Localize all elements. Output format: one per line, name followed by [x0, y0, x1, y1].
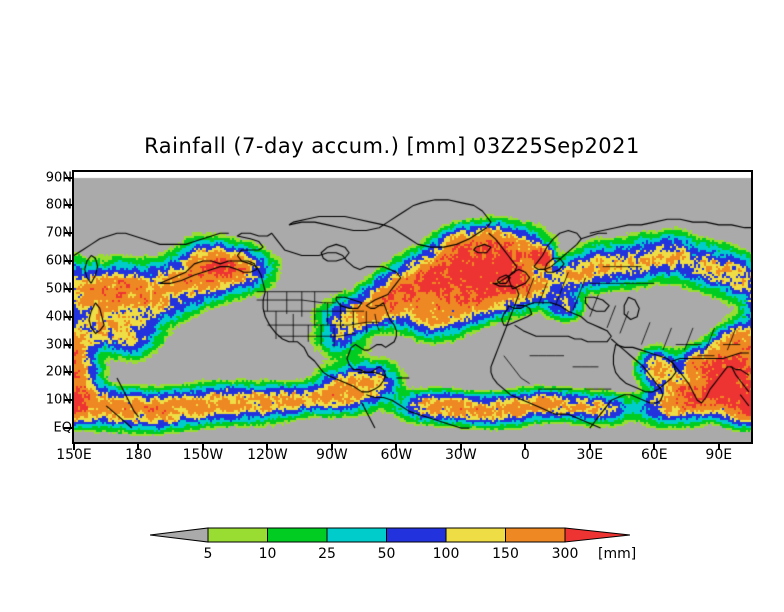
colorbar-swatch: [207, 527, 268, 543]
colorbar-swatches: [150, 527, 630, 543]
colorbar-swatch: [326, 527, 387, 543]
y-tick-label-10n: 10N: [45, 392, 72, 408]
x-tick-label-90e: 90E: [705, 447, 733, 463]
colorbar-swatch: [505, 527, 566, 543]
x-tick-mark: [717, 444, 720, 450]
colorbar-extend-high: [564, 527, 630, 543]
x-tick-label-60e: 60E: [640, 447, 668, 463]
colorbar-tick-50: 50: [377, 546, 396, 562]
x-tick-mark: [201, 444, 204, 450]
colorbar-tick-10: 10: [258, 546, 277, 562]
x-tick-mark: [330, 444, 333, 450]
x-tick-label-180: 180: [125, 447, 152, 463]
y-tick-mark: [64, 371, 72, 374]
colorbar-tick-150: 150: [492, 546, 519, 562]
x-tick-mark: [266, 444, 269, 450]
x-tick-label-30e: 30E: [576, 447, 604, 463]
colorbar-tick-300: 300: [551, 546, 579, 562]
x-tick-label-60w: 60W: [380, 447, 413, 463]
y-tick-mark: [64, 232, 72, 235]
x-tick-mark: [73, 444, 75, 450]
y-tick-mark: [64, 399, 72, 402]
y-axis: 90N 80N 70N 60N 50N 40N 30N 20N 10N EQ: [0, 0, 72, 612]
y-tick-label-20n: 20N: [45, 364, 72, 380]
x-tick-mark: [137, 444, 140, 450]
x-tick-mark: [395, 444, 398, 450]
y-tick-label-eq: EQ: [53, 420, 72, 436]
x-tick-label-150w: 150W: [182, 447, 224, 463]
map-plot-area: [72, 170, 753, 444]
x-tick-mark: [588, 444, 591, 450]
y-tick-label-40n: 40N: [45, 309, 72, 325]
colorbar-swatch: [386, 527, 447, 543]
y-tick-label-50n: 50N: [45, 281, 72, 297]
y-tick-mark: [64, 287, 72, 290]
y-tick-mark: [64, 427, 72, 430]
colorbar-swatch: [267, 527, 328, 543]
y-tick-mark: [64, 204, 72, 207]
x-tick-label-90w: 90W: [316, 447, 348, 463]
colorbar-tick-100: 100: [432, 546, 460, 562]
y-tick-label-70n: 70N: [45, 225, 72, 241]
x-tick-label-150e: 150E: [56, 447, 92, 463]
y-tick-label-60n: 60N: [45, 253, 72, 269]
colorbar: 5 10 25 50 100 150 300 [mm]: [150, 524, 636, 566]
colorbar-unit-label: [mm]: [598, 546, 637, 562]
colorbar-extend-low: [150, 527, 209, 543]
y-tick-mark: [64, 260, 72, 263]
y-tick-label-30n: 30N: [45, 337, 72, 353]
colorbar-swatch: [445, 527, 506, 543]
colorbar-tick-5: 5: [203, 546, 213, 562]
x-tick-label-0: 0: [520, 447, 530, 463]
y-tick-label-80n: 80N: [45, 197, 72, 213]
figure-title: Rainfall (7-day accum.) [mm] 03Z25Sep202…: [144, 134, 640, 158]
y-tick-mark: [64, 315, 72, 318]
x-tick-mark: [459, 444, 462, 450]
y-tick-label-90n: 90N: [45, 170, 72, 186]
x-tick-mark: [653, 444, 656, 450]
colorbar-tick-25: 25: [318, 546, 336, 562]
x-tick-label-120w: 120W: [247, 447, 288, 463]
x-tick-mark: [524, 444, 527, 450]
x-tick-label-30w: 30W: [445, 447, 477, 463]
y-tick-mark: [64, 176, 72, 179]
y-tick-mark: [64, 343, 72, 346]
rainfall-raster: [74, 172, 751, 442]
